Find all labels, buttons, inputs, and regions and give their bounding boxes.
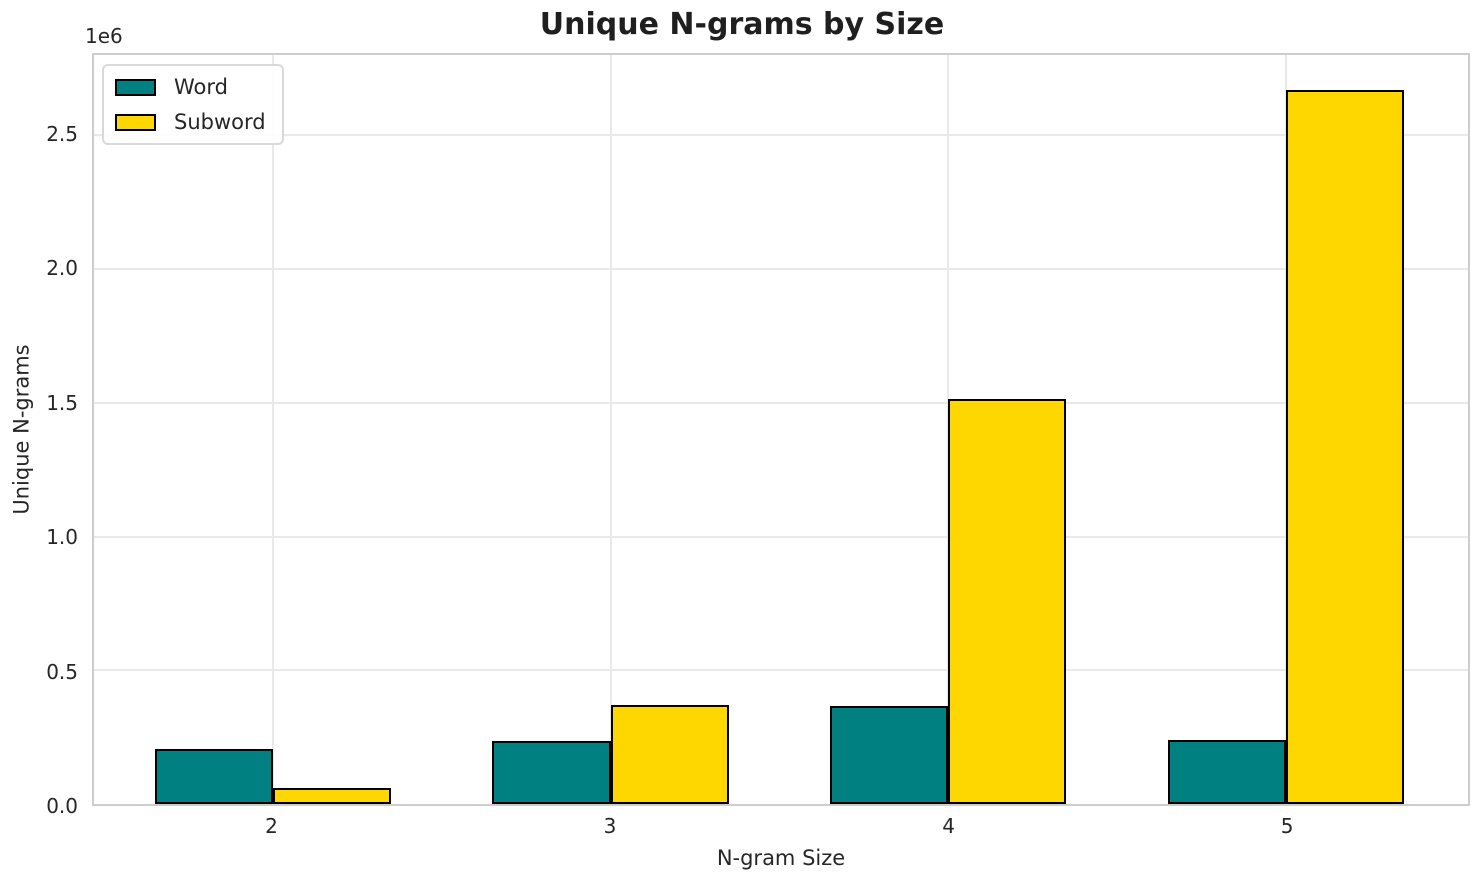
x-tick-label: 5	[1280, 814, 1294, 838]
legend-item-subword: Subword	[115, 110, 266, 134]
x-tick-label: 2	[265, 814, 278, 838]
legend-swatch-subword	[115, 113, 156, 131]
legend-item-word: Word	[115, 75, 266, 99]
legend-swatch-word	[115, 78, 156, 96]
bar-word-4	[829, 705, 949, 804]
bar-word-3	[492, 740, 611, 804]
y-tick-label: 2.5	[46, 121, 78, 146]
plot-area: Word Subword	[92, 53, 1470, 806]
x-tick-label: 4	[942, 814, 955, 838]
y-tick-label: 2.0	[46, 256, 78, 281]
legend-label: Word	[174, 75, 228, 99]
y-tick-label: 0.0	[46, 794, 78, 818]
y-tick-label: 0.5	[46, 659, 78, 684]
x-tick-label: 3	[603, 814, 617, 838]
bar-subword-3	[610, 705, 729, 804]
y-axis-label: Unique N-grams	[9, 344, 34, 515]
bar-word-2	[154, 748, 273, 804]
v-gridline	[271, 55, 274, 804]
x-axis-label: N-gram Size	[716, 846, 846, 870]
bar-subword-5	[1285, 89, 1404, 804]
y-tick-label: 1.5	[46, 390, 78, 415]
legend: Word Subword	[102, 64, 284, 145]
h-gridline	[94, 268, 1468, 270]
h-gridline	[94, 134, 1468, 137]
h-gridline	[94, 535, 1468, 538]
y-axis-offset-label: 1e6	[85, 24, 123, 48]
y-tick-label: 1.0	[46, 525, 78, 550]
chart-title: Unique N-grams by Size	[539, 7, 945, 42]
h-gridline	[94, 669, 1468, 672]
bar-subword-2	[272, 787, 392, 804]
legend-label: Subword	[174, 110, 266, 134]
bar-subword-4	[948, 398, 1067, 804]
bar-word-5	[1167, 740, 1286, 804]
v-gridline	[609, 55, 612, 804]
h-gridline	[94, 401, 1468, 404]
